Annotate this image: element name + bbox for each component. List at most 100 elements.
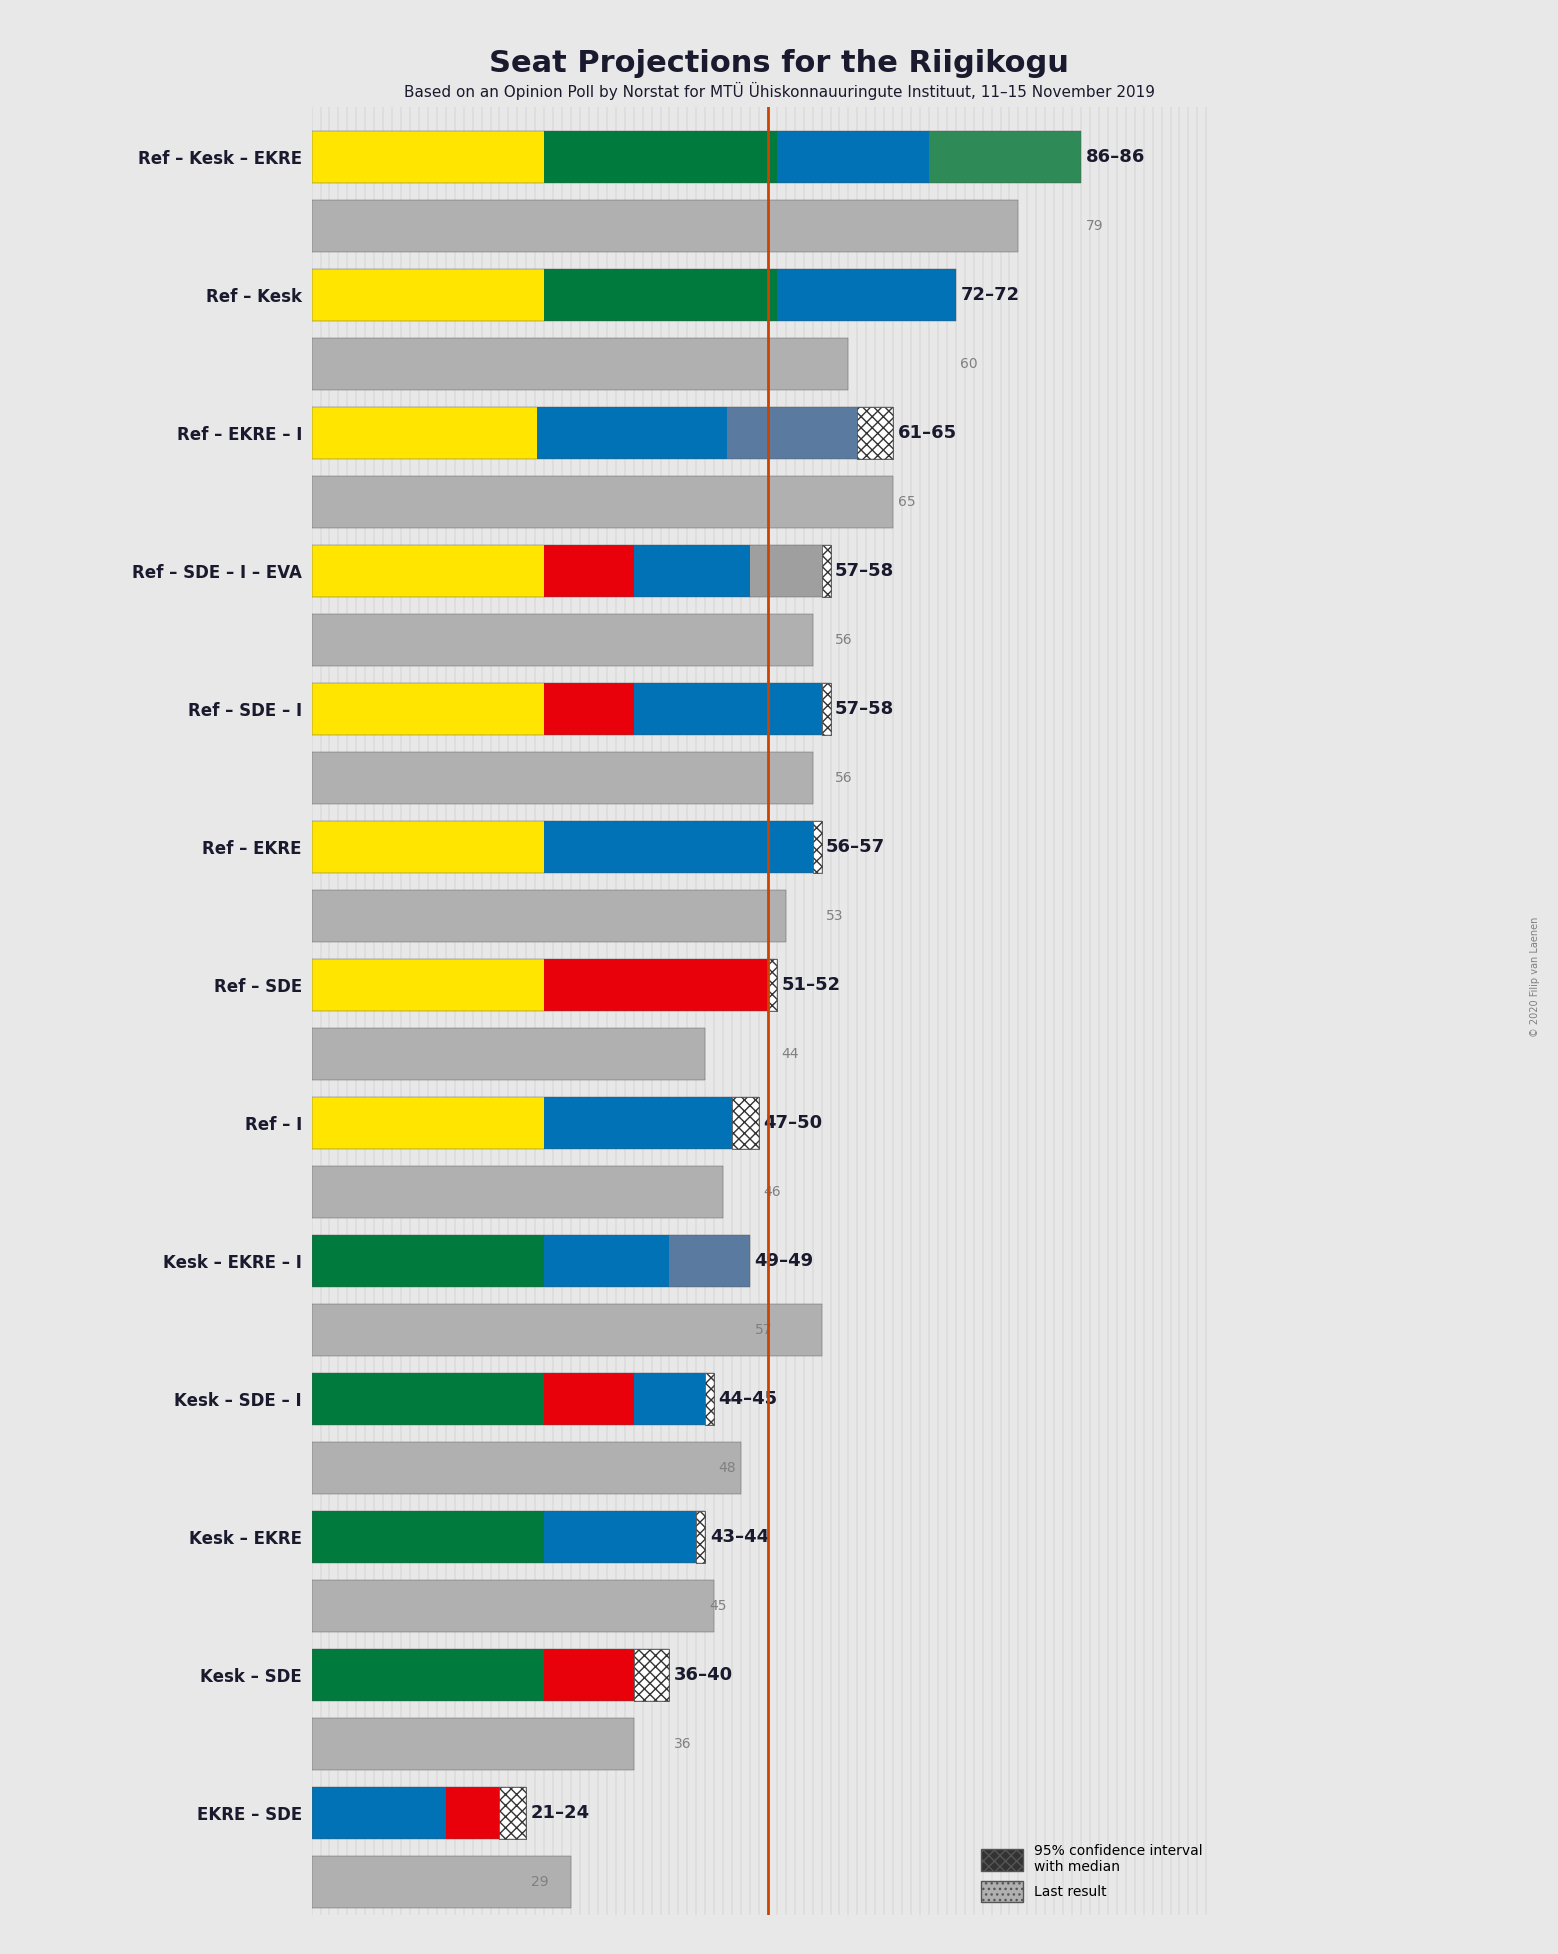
Bar — [312, 1372, 714, 1424]
Text: 61–65: 61–65 — [897, 424, 957, 442]
Bar — [544, 545, 634, 598]
Bar — [312, 338, 849, 391]
Text: 44: 44 — [781, 1047, 799, 1061]
Bar — [929, 131, 1081, 184]
Text: 29: 29 — [531, 1874, 548, 1890]
Text: Seat Projections for the Riigikogu: Seat Projections for the Riigikogu — [489, 49, 1069, 78]
Text: 51–52: 51–52 — [781, 975, 840, 995]
Bar — [544, 1649, 634, 1702]
Bar — [312, 1096, 544, 1149]
Bar — [312, 477, 893, 528]
Bar — [312, 1442, 742, 1495]
Bar — [634, 1372, 706, 1424]
Text: 47–50: 47–50 — [763, 1114, 823, 1131]
Text: 36–40: 36–40 — [675, 1667, 734, 1684]
Text: 65: 65 — [897, 494, 915, 510]
Bar — [312, 1649, 670, 1702]
Bar — [813, 821, 821, 873]
Bar — [312, 545, 544, 598]
Bar — [446, 1786, 500, 1839]
Bar — [777, 270, 955, 320]
Bar — [312, 1510, 544, 1563]
Bar — [312, 1372, 544, 1424]
Bar — [544, 1372, 634, 1424]
Bar — [538, 406, 728, 459]
Bar — [312, 406, 538, 459]
Bar — [312, 477, 893, 528]
Bar — [312, 1649, 544, 1702]
Bar — [312, 199, 1019, 252]
Bar — [312, 1718, 634, 1770]
Bar — [732, 1096, 759, 1149]
Bar — [312, 1028, 706, 1081]
Bar — [312, 614, 813, 666]
Text: Based on an Opinion Poll by Norstat for MTÜ Ühiskonnauuringute Instituut, 11–15 : Based on an Opinion Poll by Norstat for … — [404, 82, 1154, 100]
Bar — [312, 270, 544, 320]
Text: 79: 79 — [1086, 219, 1103, 233]
Bar — [312, 131, 544, 184]
Bar — [634, 682, 821, 735]
Text: © 2020 Filip van Laenen: © 2020 Filip van Laenen — [1530, 916, 1539, 1038]
Text: 53: 53 — [826, 909, 843, 922]
Bar — [634, 1649, 670, 1702]
Text: 56–57: 56–57 — [826, 838, 885, 856]
Bar — [749, 545, 821, 598]
Text: 44–45: 44–45 — [718, 1389, 777, 1409]
Bar — [634, 545, 749, 598]
Bar — [670, 1235, 749, 1288]
Bar — [312, 1442, 742, 1495]
Bar — [312, 1167, 723, 1217]
Bar — [312, 1096, 759, 1149]
Bar — [544, 131, 777, 184]
Text: 45: 45 — [710, 1598, 728, 1612]
Bar — [312, 406, 893, 459]
Bar — [312, 1786, 527, 1839]
Bar — [706, 1372, 714, 1424]
Bar — [312, 545, 830, 598]
Bar — [312, 1303, 821, 1356]
Text: 86–86: 86–86 — [1086, 149, 1145, 166]
Text: 49–49: 49–49 — [754, 1253, 813, 1270]
Bar — [312, 1856, 572, 1907]
Text: 43–44: 43–44 — [710, 1528, 768, 1546]
Bar — [312, 270, 955, 320]
Text: 60: 60 — [960, 358, 978, 371]
Bar — [821, 545, 830, 598]
Text: 57–58: 57–58 — [835, 563, 894, 580]
Text: 21–24: 21–24 — [531, 1804, 590, 1821]
Bar — [312, 338, 849, 391]
Bar — [312, 889, 785, 942]
Bar — [312, 682, 830, 735]
Bar — [544, 1510, 696, 1563]
Text: 72–72: 72–72 — [960, 285, 1019, 305]
Text: 36: 36 — [675, 1737, 692, 1751]
Bar — [312, 1786, 446, 1839]
Text: 56: 56 — [835, 633, 852, 647]
Bar — [312, 1167, 723, 1217]
Bar — [312, 1856, 572, 1907]
Bar — [500, 1786, 527, 1839]
Bar — [312, 752, 813, 805]
Bar — [312, 889, 785, 942]
Bar — [728, 406, 857, 459]
Bar — [312, 1303, 821, 1356]
Bar — [544, 682, 634, 735]
Bar — [312, 821, 821, 873]
Legend: 95% confidence interval
with median, Last result: 95% confidence interval with median, Las… — [975, 1839, 1209, 1907]
Text: 46: 46 — [763, 1184, 781, 1200]
Bar — [312, 752, 813, 805]
Bar — [312, 682, 544, 735]
Text: 48: 48 — [718, 1462, 737, 1475]
Bar — [312, 1028, 706, 1081]
Bar — [312, 614, 813, 666]
Bar — [312, 131, 1081, 184]
Bar — [312, 1579, 714, 1632]
Bar — [544, 959, 768, 1012]
Bar — [821, 682, 830, 735]
Bar — [312, 959, 544, 1012]
Bar — [312, 1718, 634, 1770]
Bar — [696, 1510, 706, 1563]
Bar — [312, 1579, 714, 1632]
Bar — [312, 1235, 544, 1288]
Bar — [544, 1235, 670, 1288]
